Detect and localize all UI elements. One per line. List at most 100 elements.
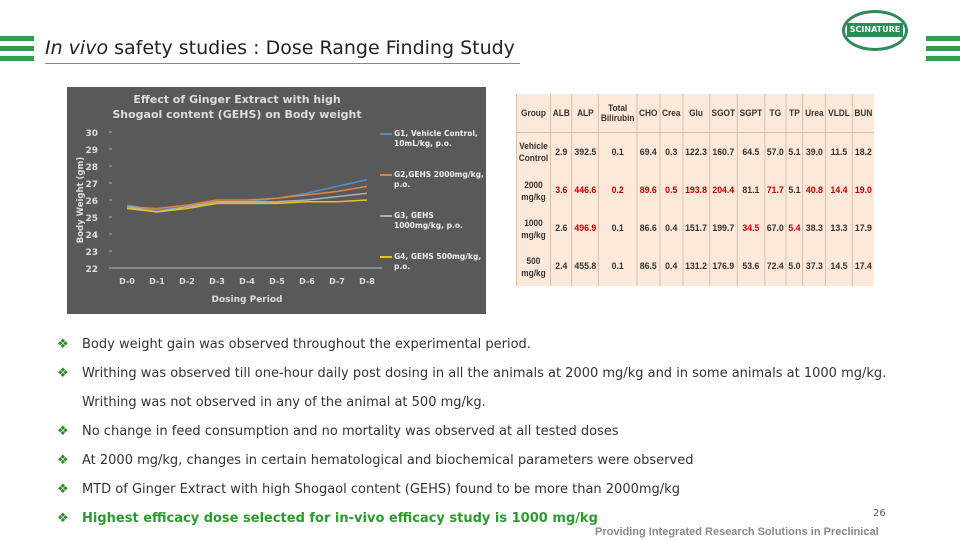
table-cell: 455.8	[571, 247, 599, 286]
stripe	[0, 36, 34, 41]
table-cell: 2000 mg/kg	[516, 171, 551, 210]
table-cell: 0.1	[598, 132, 637, 172]
table-cell: 0.2	[598, 171, 637, 210]
table-cell: 2.6	[550, 209, 573, 248]
x-tick-label: D-0	[119, 277, 135, 286]
table-cell: 18.2	[851, 132, 875, 172]
table-cell: 500 mg/kg	[516, 247, 551, 286]
table-cell: 176.9	[708, 247, 738, 286]
slide-title: In vivo safety studies : Dose Range Find…	[45, 37, 515, 59]
table-cell: 17.9	[851, 209, 875, 248]
table-header: BUN	[851, 94, 875, 133]
table-cell: 5.1	[785, 171, 803, 210]
table-cell: 67.0	[764, 209, 787, 248]
table-header: CHO	[636, 94, 660, 133]
y-tick-label: 29	[85, 146, 98, 156]
table-cell: 496.9	[571, 209, 599, 248]
table-cell: 131.2	[682, 247, 710, 286]
table-cell: 53.6	[736, 247, 765, 286]
table-row: Vehicle Control 2.9 392.5 0.1 69.4 0.3 122.3 16…	[516, 132, 875, 172]
table-row: 2000 mg/kg 3.6 446.6 0.2 89.6 0.5 193.8 204.4 81…	[516, 171, 875, 210]
table-cell: 0.1	[598, 209, 637, 248]
y-tick-label: 24	[85, 231, 98, 241]
table-header: SGPT	[736, 94, 765, 133]
table-cell: 204.4	[708, 171, 738, 210]
table-header: Group	[516, 94, 551, 133]
chart-svg: 22 23 24 25 26 27 28 29 30 D-0 D-1 D-2 D-3 D-4 D-5 D-6 D…	[76, 129, 392, 305]
table-header: SGOT	[708, 94, 738, 133]
x-tick-label: D-2	[179, 277, 195, 286]
legend-label: G4, GEHS 500mg/kg, p.o.	[394, 252, 482, 271]
y-tick-label: 23	[85, 248, 98, 258]
chart: 22 23 24 25 26 27 28 29 30 D-0 D-1 D-2 D-3 D-4 D-5 D-6 D…	[67, 87, 486, 314]
table-cell: 14.4	[825, 171, 853, 210]
table-cell: 199.7	[708, 209, 738, 248]
table-cell: 122.3	[682, 132, 710, 172]
table-cell: 5.0	[785, 247, 803, 286]
series-line	[126, 178, 368, 211]
y-tick-label: 30	[85, 129, 98, 139]
title-rule	[45, 63, 520, 64]
table-cell: 11.5	[825, 132, 853, 172]
table-cell: 86.6	[636, 209, 660, 248]
table-cell: 17.4	[851, 247, 875, 286]
table-cell: 1000 mg/kg	[516, 209, 551, 248]
table-cell: 38.3	[802, 209, 826, 248]
table-cell: 3.6	[550, 171, 573, 210]
series-line	[126, 185, 368, 210]
footer-text: Providing Integrated Research Solutions …	[595, 526, 879, 538]
bullet: Highest efficacy dose selected for in-vi…	[57, 507, 947, 536]
y-tick-label: 26	[85, 197, 98, 207]
x-tick-label: D-4	[239, 277, 255, 286]
table-cell: 57.0	[764, 132, 787, 172]
y-tick-label: 27	[85, 180, 98, 190]
table-cell: 5.1	[785, 132, 803, 172]
y-tick-label: 25	[85, 214, 98, 224]
legend-label: G2,GEHS 2000mg/kg, p.o.	[394, 170, 484, 189]
table-header: Urea	[802, 94, 826, 133]
bullet: Writhing was observed till one-hour dail…	[57, 362, 947, 391]
table-row: 1000 mg/kg 2.6 496.9 0.1 86.6 0.4 151.7 199.7 34…	[516, 209, 875, 248]
table-cell: 89.6	[636, 171, 660, 210]
bullet: At 2000 mg/kg, changes in certain hemato…	[57, 449, 947, 478]
bullet: No change in feed consumption and no mor…	[57, 420, 947, 449]
y-tick-label: 22	[85, 265, 98, 275]
data-table: Group ALB ALP Total Bilirubin CHO Crea Glu SGOT…	[516, 94, 875, 286]
stripe	[926, 56, 960, 61]
table-cell: Vehicle Control	[516, 132, 551, 172]
bullet: MTD of Ginger Extract with high Shogaol …	[57, 478, 947, 507]
table-cell: 64.5	[736, 132, 765, 172]
logo-text: SCINATURE	[846, 23, 904, 37]
x-tick-label: D-5	[269, 277, 285, 286]
chart-title: Effect of Ginger Extract with high Shoga…	[112, 93, 362, 121]
table-cell: 86.5	[636, 247, 660, 286]
table-header: Crea	[659, 94, 683, 133]
x-tick-label: D-8	[359, 277, 375, 286]
table-cell: 392.5	[571, 132, 599, 172]
table-cell: 40.8	[802, 171, 826, 210]
stripe	[0, 56, 34, 61]
logo: SCINATURE	[842, 10, 908, 51]
x-tick-label: D-6	[299, 277, 315, 286]
table-cell: 14.5	[825, 247, 853, 286]
stripe	[926, 36, 960, 41]
table-cell: 0.3	[659, 132, 683, 172]
y-tick-label: 28	[85, 163, 98, 173]
table-row: 500 mg/kg 2.4 455.8 0.1 86.5 0.4 131.2 176.9 53.…	[516, 247, 875, 286]
table-header: Glu	[682, 94, 710, 133]
table-header: VLDL	[825, 94, 853, 133]
table-cell: 81.1	[736, 171, 765, 210]
table-cell: 0.4	[659, 209, 683, 248]
x-tick-label: D-3	[209, 277, 225, 286]
series-line	[126, 199, 368, 213]
page-number: 26	[873, 508, 886, 519]
title-text: safety studies : Dose Range Finding Stud…	[114, 37, 515, 59]
table-header-row: Group ALB ALP Total Bilirubin CHO Crea Glu SGOT…	[516, 94, 875, 133]
bullet-list: Body weight gain was observed throughout…	[57, 333, 947, 536]
table-cell: 13.3	[825, 209, 853, 248]
table-cell: 0.1	[598, 247, 637, 286]
x-tick-label: D-1	[149, 277, 165, 286]
table-cell: 5.4	[785, 209, 803, 248]
table-header: ALB	[550, 94, 573, 133]
